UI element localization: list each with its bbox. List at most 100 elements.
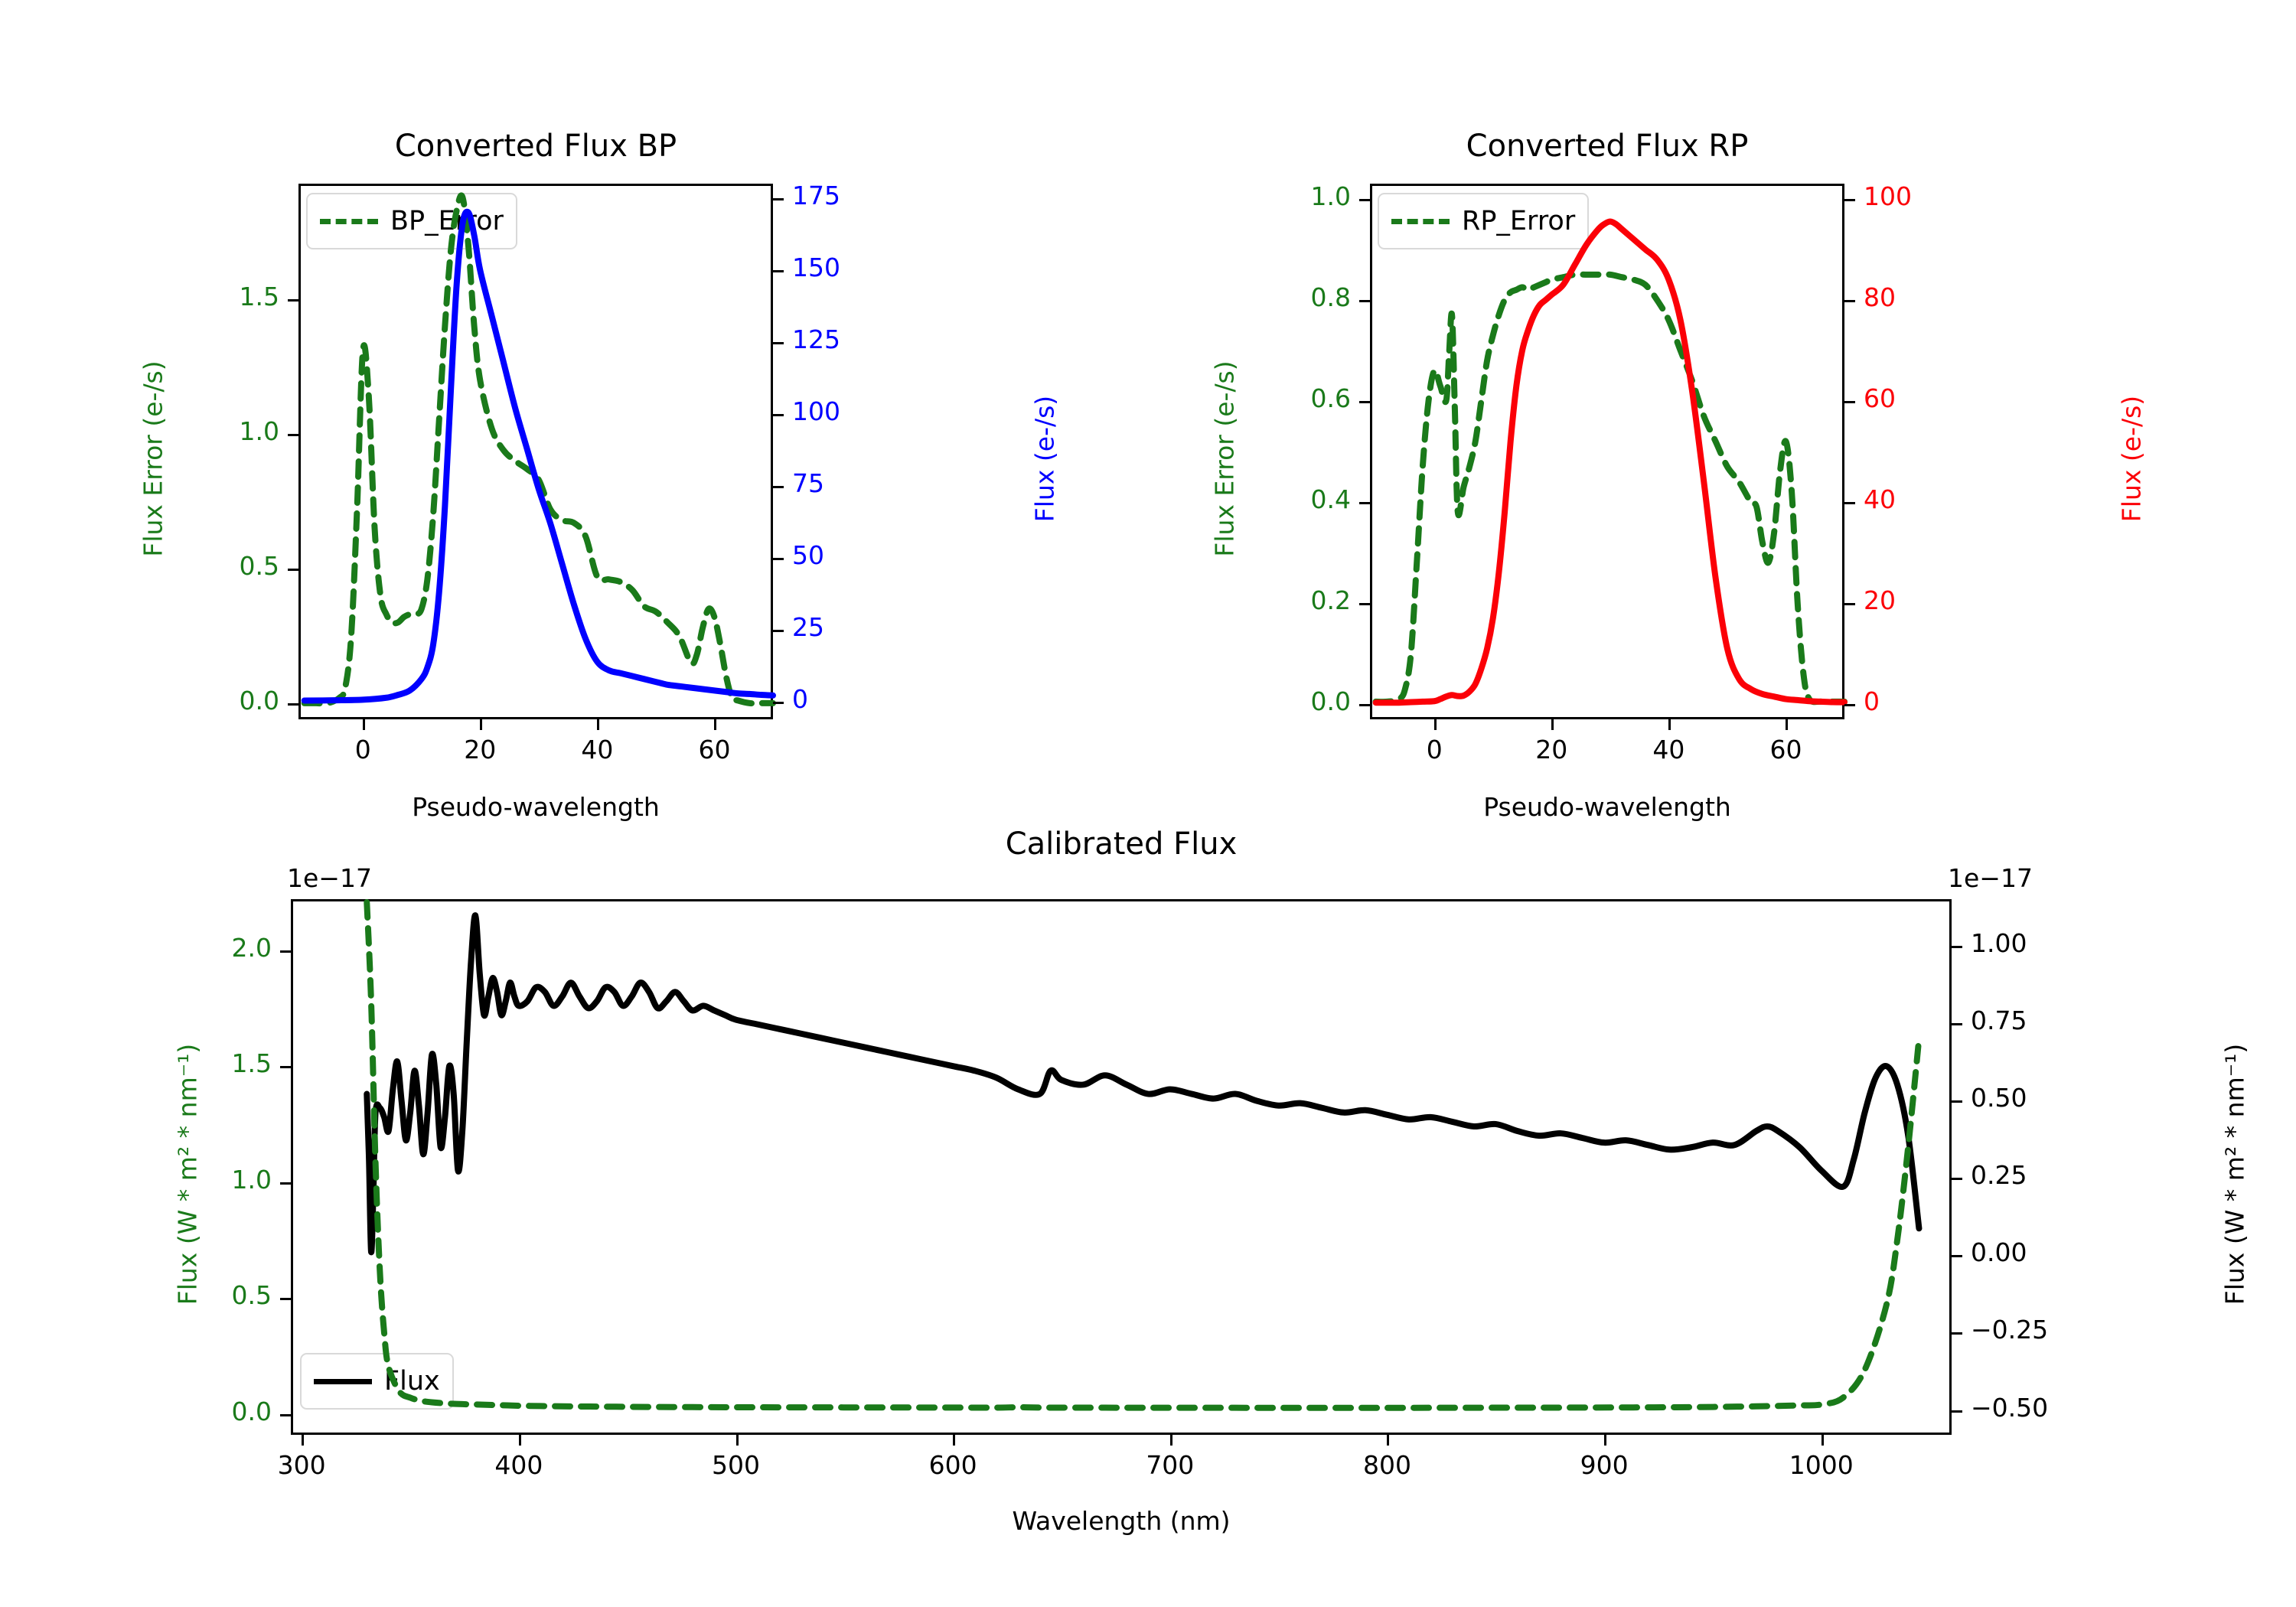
y-left-tick-label: 0.5 bbox=[231, 1280, 272, 1311]
x-tickmark bbox=[480, 719, 483, 730]
rp-error-legend-swatch bbox=[1391, 218, 1450, 224]
rp-error-legend-label: RP_Error bbox=[1462, 206, 1576, 236]
y-right-tickmark bbox=[773, 702, 784, 705]
x-tick-label: 60 bbox=[1769, 735, 1802, 764]
y-left-tickmark bbox=[288, 569, 298, 571]
x-tick-label: 40 bbox=[1652, 735, 1685, 764]
y-right-tick-label: 100 bbox=[1864, 181, 1912, 211]
x-tick-label: 0 bbox=[1426, 735, 1443, 764]
y-right-tickmark bbox=[1844, 400, 1855, 403]
panel-rp-title: Converted Flux RP bbox=[1466, 129, 1749, 164]
y-right-tick-label: 20 bbox=[1864, 585, 1896, 616]
y-right-tickmark bbox=[773, 197, 784, 200]
y-left-tick-label: 0.5 bbox=[239, 551, 279, 581]
y-right-tickmark bbox=[1844, 198, 1855, 201]
y-left-tick-label: 1.5 bbox=[239, 282, 279, 312]
panel-bp-axes bbox=[298, 184, 773, 719]
y-left-tickmark bbox=[280, 950, 291, 953]
panel-cal-offset-left: 1e−17 bbox=[287, 863, 372, 893]
y-left-tickmark bbox=[288, 702, 298, 706]
y-right-tickmark bbox=[773, 630, 784, 633]
y-left-tickmark bbox=[280, 1066, 291, 1069]
y-right-tickmark bbox=[1952, 1100, 1962, 1103]
y-right-tick-label: 150 bbox=[792, 252, 840, 282]
x-tickmark bbox=[1786, 719, 1789, 730]
y-left-tickmark bbox=[280, 1298, 291, 1301]
x-tick-label: 60 bbox=[698, 735, 731, 764]
y-left-tickmark bbox=[1359, 198, 1370, 201]
panel-bp-plot-area bbox=[301, 192, 776, 707]
panel-rp-xlabel: Pseudo-wavelength bbox=[1483, 792, 1731, 822]
panel-rp-legend-error[interactable]: RP_Error bbox=[1378, 193, 1590, 249]
x-tickmark bbox=[1604, 1435, 1607, 1446]
x-tickmark bbox=[1668, 719, 1671, 730]
y-right-tick-label: 0.75 bbox=[1971, 1005, 2027, 1035]
y-right-tick-label: 0 bbox=[1864, 686, 1880, 717]
y-left-tickmark bbox=[1359, 299, 1370, 302]
y-right-tick-label: 1.00 bbox=[1971, 927, 2027, 958]
x-tickmark bbox=[1387, 1435, 1390, 1446]
y-right-tick-label: 0.50 bbox=[1971, 1083, 2027, 1113]
y-right-tickmark bbox=[1844, 704, 1855, 707]
y-right-tick-label: 75 bbox=[792, 468, 824, 499]
x-tick-label: 20 bbox=[464, 735, 497, 764]
panel-cal-xlabel: Wavelength (nm) bbox=[1012, 1506, 1231, 1536]
y-right-tickmark bbox=[1844, 299, 1855, 302]
series-bp bbox=[301, 208, 776, 704]
y-left-tick-label: 1.0 bbox=[1310, 181, 1351, 211]
y-left-tick-label: 0.6 bbox=[1310, 383, 1351, 413]
panel-cal-title: Calibrated Flux bbox=[1005, 826, 1238, 862]
panel-cal-plot-area bbox=[364, 899, 1923, 1411]
y-left-tickmark bbox=[1359, 704, 1370, 707]
panel-cal-offset-right: 1e−17 bbox=[1948, 863, 2033, 893]
x-tickmark bbox=[1169, 1435, 1172, 1446]
y-left-tick-label: 0.0 bbox=[239, 685, 279, 715]
series-flux bbox=[364, 912, 1923, 1256]
x-tick-label: 500 bbox=[712, 1450, 760, 1480]
panel-bp-title: Converted Flux BP bbox=[394, 129, 677, 164]
x-tick-label: 300 bbox=[277, 1450, 326, 1480]
x-tick-label: 20 bbox=[1535, 735, 1568, 764]
flux-legend-swatch bbox=[314, 1378, 372, 1384]
x-tick-label: 1000 bbox=[1789, 1450, 1854, 1480]
y-right-tick-label: −0.50 bbox=[1971, 1392, 2049, 1423]
y-left-tickmark bbox=[1359, 400, 1370, 403]
x-tick-label: 40 bbox=[581, 735, 614, 764]
panel-bp-legend-error[interactable]: BP_Error bbox=[306, 193, 517, 249]
x-tick-label: 800 bbox=[1362, 1450, 1411, 1480]
x-tickmark bbox=[735, 1435, 739, 1446]
y-right-tick-label: 40 bbox=[1864, 484, 1896, 515]
series-bp-error bbox=[301, 192, 776, 707]
x-tickmark bbox=[302, 1435, 305, 1446]
panel-rp-plot-area bbox=[1372, 218, 1848, 706]
series-flux-error bbox=[364, 899, 1923, 1411]
y-right-tickmark bbox=[773, 486, 784, 489]
y-right-tick-label: 0.00 bbox=[1971, 1237, 2027, 1268]
y-right-tick-label: 80 bbox=[1864, 282, 1896, 312]
y-right-tick-label: 50 bbox=[792, 540, 824, 571]
y-right-tickmark bbox=[773, 341, 784, 344]
x-tick-label: 0 bbox=[354, 735, 371, 764]
panel-bp-ylabel-right: Flux (e-/s) bbox=[1029, 395, 1060, 523]
y-left-tick-label: 1.0 bbox=[239, 416, 279, 447]
y-left-tickmark bbox=[280, 1413, 291, 1416]
y-left-tick-label: 2.0 bbox=[231, 932, 272, 963]
y-left-tickmark bbox=[288, 434, 298, 437]
y-right-tick-label: −0.25 bbox=[1971, 1315, 2049, 1345]
series-rp-error bbox=[1372, 271, 1848, 706]
y-left-tick-label: 0.0 bbox=[1310, 686, 1351, 717]
y-right-tickmark bbox=[773, 414, 784, 417]
y-right-tickmark bbox=[1952, 1022, 1962, 1025]
x-tickmark bbox=[597, 719, 600, 730]
x-tickmark bbox=[1821, 1435, 1824, 1446]
x-tick-label: 600 bbox=[928, 1450, 977, 1480]
panel-rp-ylabel-left: Flux Error (e-/s) bbox=[1209, 360, 1240, 557]
bp-error-legend-label: BP_Error bbox=[390, 206, 504, 236]
y-right-tickmark bbox=[1844, 502, 1855, 505]
y-left-tickmark bbox=[288, 299, 298, 302]
x-tickmark bbox=[1551, 719, 1554, 730]
x-tick-label: 400 bbox=[494, 1450, 543, 1480]
y-right-tick-label: 175 bbox=[792, 180, 840, 210]
x-tickmark bbox=[953, 1435, 956, 1446]
